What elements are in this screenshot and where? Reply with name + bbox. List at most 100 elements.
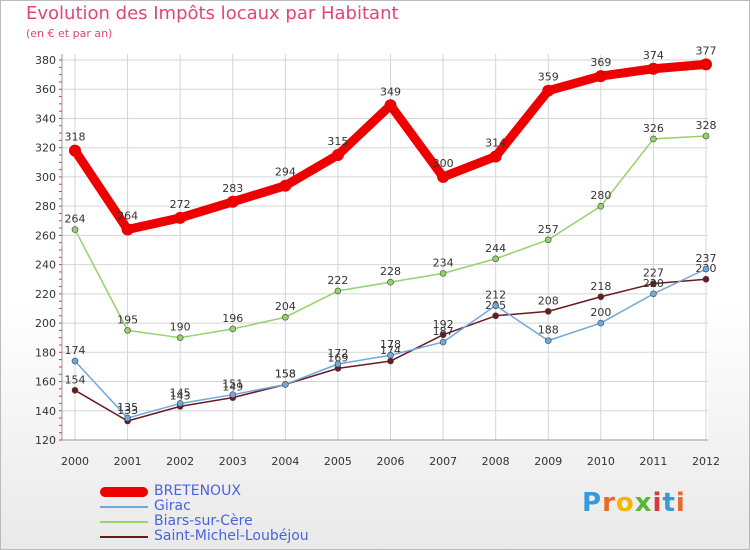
data-point-girac <box>176 400 184 407</box>
x-tick-label: 2006 <box>377 455 405 468</box>
x-tick-label: 2011 <box>639 455 667 468</box>
x-tick-label: 2008 <box>482 455 510 468</box>
data-point-girac <box>71 357 79 365</box>
data-point-girac <box>229 391 237 398</box>
data-point-bretenoux <box>384 99 397 112</box>
y-tick-label: 120 <box>35 434 56 447</box>
data-point-bretenoux <box>542 84 555 97</box>
data-label-biars-sur-c-re: 257 <box>538 223 559 236</box>
logo-letter: i <box>652 488 663 518</box>
data-label-girac: 172 <box>327 347 348 360</box>
logo-letter: x <box>634 488 653 518</box>
x-tick-label: 2009 <box>534 455 562 468</box>
data-point-bretenoux <box>489 150 502 163</box>
data-label-bretenoux: 314 <box>485 136 506 149</box>
logo-letter: r <box>602 488 616 518</box>
data-label-biars-sur-c-re: 244 <box>485 242 506 255</box>
data-label-bretenoux: 300 <box>433 157 454 170</box>
legend-label-biars: Biars-sur-Cère <box>154 513 253 529</box>
data-point-girac <box>282 381 289 388</box>
data-point-biars-sur-c-re <box>176 334 184 341</box>
data-label-biars-sur-c-re: 195 <box>117 313 138 326</box>
data-label-girac: 174 <box>65 344 86 357</box>
data-point-girac <box>492 302 499 309</box>
data-label-biars-sur-c-re: 222 <box>327 274 348 287</box>
chart-subtitle: (en € et par an) <box>26 27 113 40</box>
data-label-bretenoux: 359 <box>538 71 559 84</box>
y-tick-label: 340 <box>35 112 56 125</box>
x-tick-label: 2001 <box>114 455 142 468</box>
data-label-girac: 187 <box>433 325 454 338</box>
data-point-biars-sur-c-re <box>387 278 394 286</box>
data-point-saint-michel-loub-jou <box>597 293 605 301</box>
data-label-girac: 151 <box>222 378 243 391</box>
data-label-bretenoux: 318 <box>65 131 86 144</box>
data-point-girac <box>439 338 447 346</box>
data-point-saint-michel-loub-jou <box>492 312 499 320</box>
data-label-girac: 145 <box>170 386 191 399</box>
data-point-girac <box>124 414 131 422</box>
legend-swatch-girac <box>100 506 148 508</box>
y-tick-label: 300 <box>35 171 56 184</box>
data-label-saint-michel-loub-jou: 192 <box>433 318 454 331</box>
data-label-biars-sur-c-re: 196 <box>222 312 243 325</box>
data-point-biars-sur-c-re <box>439 270 447 277</box>
y-tick-label: 220 <box>35 288 56 301</box>
data-label-girac: 158 <box>275 367 296 380</box>
data-point-bretenoux <box>700 58 712 71</box>
legend-label-girac: Girac <box>154 498 191 514</box>
data-label-biars-sur-c-re: 328 <box>696 119 717 132</box>
y-tick-label: 180 <box>35 346 56 359</box>
data-label-girac: 212 <box>485 289 506 302</box>
x-tick-label: 2010 <box>587 455 615 468</box>
data-point-girac <box>597 319 605 327</box>
data-point-saint-michel-loub-jou <box>439 331 447 339</box>
data-point-biars-sur-c-re <box>702 132 710 140</box>
x-tick-label: 2012 <box>692 455 720 468</box>
y-tick-label: 320 <box>35 142 56 155</box>
data-point-bretenoux <box>594 70 607 83</box>
data-point-bretenoux <box>279 179 292 192</box>
y-tick-label: 380 <box>35 54 56 67</box>
legend-swatch-biars <box>100 521 148 523</box>
y-tick-label: 280 <box>35 200 56 213</box>
logo-letter: t <box>662 488 676 518</box>
data-label-biars-sur-c-re: 280 <box>590 189 611 202</box>
data-point-girac <box>544 337 552 344</box>
y-tick-label: 160 <box>35 376 56 389</box>
legend-swatch-bretenoux <box>100 487 148 497</box>
data-point-biars-sur-c-re <box>650 135 657 143</box>
logo-letter: o <box>615 488 635 518</box>
data-label-girac: 220 <box>643 277 664 290</box>
data-label-bretenoux: 272 <box>170 198 191 211</box>
data-point-biars-sur-c-re <box>334 287 342 295</box>
chart-title: Evolution des Impôts locaux par Habitant <box>26 3 399 24</box>
data-label-girac: 188 <box>538 324 559 337</box>
legend-label-bretenoux: BRETENOUX <box>154 483 241 499</box>
data-label-biars-sur-c-re: 264 <box>65 213 86 226</box>
data-point-bretenoux <box>437 170 450 183</box>
data-point-saint-michel-loub-jou <box>387 357 394 365</box>
x-tick-label: 2004 <box>271 455 299 468</box>
data-point-girac <box>334 360 342 368</box>
data-label-biars-sur-c-re: 234 <box>433 256 454 269</box>
data-point-biars-sur-c-re <box>124 327 131 334</box>
proxiti-logo: Proxiti <box>582 488 686 518</box>
data-point-bretenoux <box>121 223 134 236</box>
data-label-bretenoux: 294 <box>275 166 296 179</box>
data-label-girac: 135 <box>117 401 138 414</box>
legend-label-saint-michel: Saint-Michel-Loubéjou <box>154 528 309 544</box>
data-point-biars-sur-c-re <box>597 202 605 210</box>
data-label-bretenoux: 315 <box>327 135 348 148</box>
data-label-biars-sur-c-re: 326 <box>643 122 664 135</box>
y-tick-label: 200 <box>35 317 56 330</box>
x-tick-label: 2003 <box>219 455 247 468</box>
data-label-girac: 178 <box>380 338 401 351</box>
legend-swatch-saint-michel <box>100 536 148 538</box>
data-point-girac <box>387 351 394 359</box>
data-label-bretenoux: 264 <box>117 210 138 223</box>
x-tick-label: 2007 <box>429 455 457 468</box>
data-label-saint-michel-loub-jou: 169 <box>327 351 348 364</box>
y-tick-label: 140 <box>35 405 56 418</box>
